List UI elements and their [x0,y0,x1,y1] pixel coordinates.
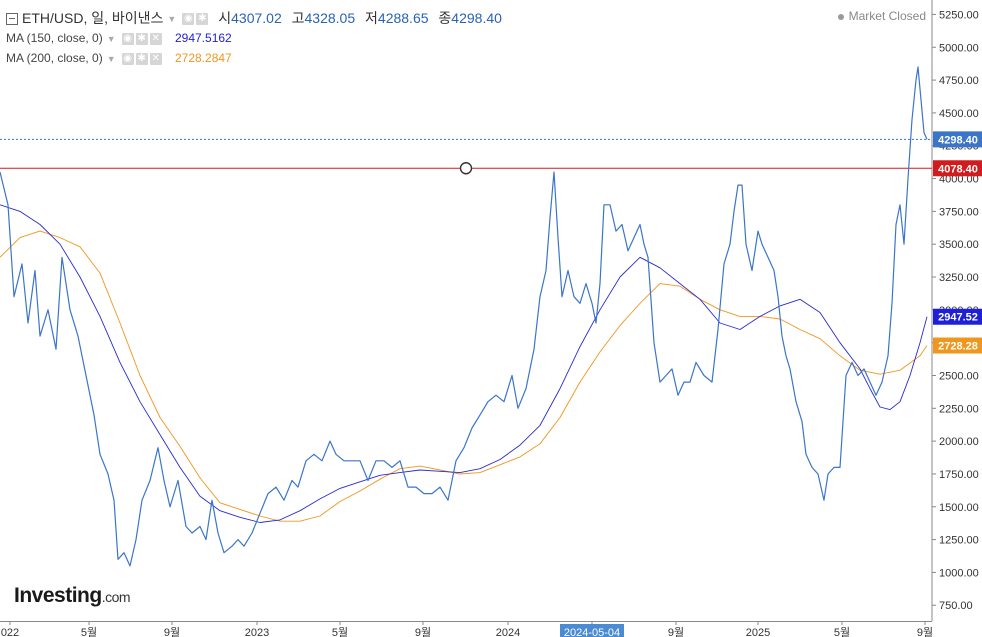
x-tick-label: 9월 [415,626,431,637]
chevron-down-icon[interactable]: ▼ [167,14,177,25]
open-value: 4307.02 [231,10,282,26]
gear-icon[interactable]: ✱ [135,52,148,65]
x-tick-label: 2023 [245,627,269,637]
market-status-text: Market Closed [848,9,926,23]
value-badge [933,131,982,148]
logo-suffix: .com [101,589,131,605]
x-tick-label: 022 [1,627,19,637]
y-tick-label: 750.00 [939,600,973,612]
y-tick-label: 1500.00 [939,502,979,514]
eye-icon[interactable]: ◉ [121,32,134,45]
investing-logo[interactable]: Investing.com [14,584,131,608]
indicator-ma150: MA (150, close, 0) ▼ ◉ ✱ ✕ 2947.5162 [6,31,232,45]
x-tick-label: 9월 [917,626,933,637]
close-icon[interactable]: ✕ [149,52,162,65]
open-label: 시 [218,10,232,26]
value-badge-label: 4298.40 [938,134,978,146]
low-value: 4288.65 [377,10,429,26]
indicator-value: 2947.5162 [174,31,232,45]
y-tick-label: 3500.00 [939,239,979,251]
x-tick-label: 9월 [164,626,180,637]
close-value: 4298.40 [451,10,502,26]
value-badge [933,337,982,354]
indicator-ma200: MA (200, close, 0) ▼ ◉ ✱ ✕ 2728.2847 [6,51,232,65]
y-tick-label: 3750.00 [939,206,979,218]
value-badge-label: 2947.52 [938,312,978,324]
indicator-value: 2728.2847 [174,51,232,65]
x-tick-label: 2025 [746,627,770,637]
y-tick-label: 1250.00 [939,535,979,547]
y-tick-label: 2000.00 [939,436,979,448]
indicator-label[interactable]: MA (150, close, 0) [6,31,103,45]
market-status: Market Closed [837,9,926,23]
low-label: 저 [365,10,378,26]
gear-icon[interactable]: ✱ [196,13,209,26]
status-dot-icon [837,13,844,20]
x-tick-label: 5월 [81,626,97,637]
x-tick-label: 5월 [834,626,850,637]
value-badge-label: 2728.28 [938,341,978,353]
y-tick-label: 4750.00 [939,75,979,87]
y-tick-label: 3250.00 [939,272,979,284]
line-handle [459,162,473,175]
price-series-line [0,66,928,567]
chart-header: ETH/USD, 일, 바이낸스 ▼ ◉ ✱ 시4307.02 고4328.05 저4… [6,8,502,28]
logo-name: Investing [14,584,102,607]
ma200-series-line [0,230,928,522]
y-tick-label: 1000.00 [939,567,979,579]
close-icon[interactable]: ✕ [149,32,162,45]
y-tick-label: 5000.00 [939,42,979,54]
y-tick-label: 1750.00 [939,469,979,481]
value-badge [933,160,982,177]
y-tick-label: 4000.00 [939,174,979,186]
indicator-label[interactable]: MA (200, close, 0) [6,51,103,65]
y-tick-label: 5250.00 [939,9,979,21]
value-badge [933,308,982,325]
close-label: 종 [438,10,452,26]
gear-icon[interactable]: ✱ [135,32,148,45]
y-tick-label: 4500.00 [939,108,979,120]
chevron-down-icon[interactable]: ▼ [106,33,116,44]
y-tick-label: 2250.00 [939,403,979,415]
x-tick-label: 9월 [668,626,684,637]
x-tick-label: 2024 [496,627,520,637]
chevron-down-icon[interactable]: ▼ [106,53,116,64]
eye-icon[interactable]: ◉ [121,52,134,65]
eye-icon[interactable]: ◉ [182,13,195,26]
ma150-series-line [0,204,928,523]
high-value: 4328.05 [304,10,356,26]
x-tick-label: 5월 [332,626,348,637]
collapse-icon[interactable] [6,13,18,26]
high-label: 고 [291,10,305,26]
symbol-label[interactable]: ETH/USD, 일, 바이낸스 [22,10,164,26]
y-tick-label: 2500.00 [939,370,979,382]
x-tick-label: 2024-05-04 [564,627,620,637]
value-badge-label: 4078.40 [938,163,978,175]
date-badge [560,624,624,637]
